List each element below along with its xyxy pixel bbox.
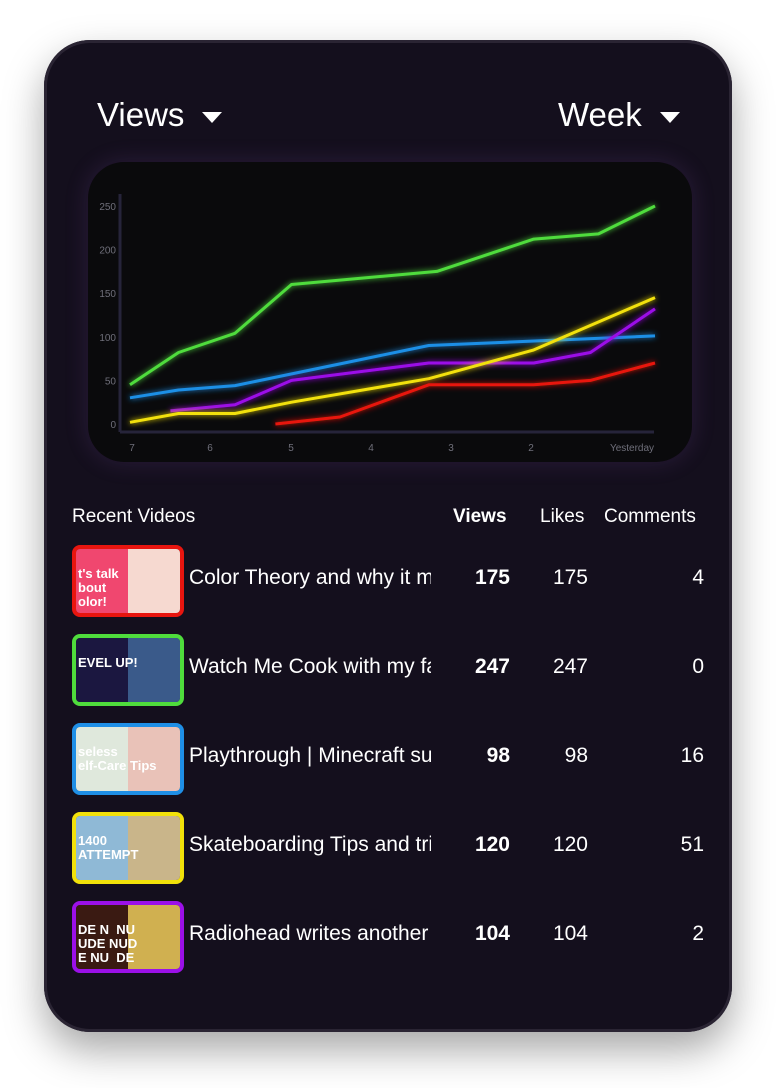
x-tick-label: 5 — [288, 443, 294, 454]
video-views: 175 — [474, 566, 510, 589]
video-title[interactable]: Radiohead writes another song — [189, 922, 431, 945]
y-tick-label: 200 — [99, 246, 116, 257]
series-line — [170, 307, 656, 413]
thumbnail-image — [76, 727, 128, 791]
video-row[interactable]: t's talk bout olor! Color Theory and why … — [72, 545, 712, 617]
video-title[interactable]: Skateboarding Tips and tricks — [189, 833, 431, 856]
video-likes: 247 — [552, 655, 588, 678]
x-tick-label: 3 — [448, 443, 454, 454]
x-tick-label: 4 — [368, 443, 374, 454]
thumbnail-text: 1400 ATTEMPT — [78, 834, 139, 862]
video-views: 247 — [474, 655, 510, 678]
thumbnail-image — [128, 638, 180, 702]
video-views: 104 — [474, 922, 510, 945]
video-row[interactable]: EVEL UP! Watch Me Cook with my family 247 2… — [72, 634, 712, 706]
x-tick-label: 6 — [207, 443, 213, 454]
video-likes: 104 — [552, 922, 588, 945]
likes-column-header[interactable]: Likes — [540, 506, 585, 527]
thumbnail-image — [76, 816, 128, 880]
thumbnail-image — [76, 549, 128, 613]
thumbnail-text: DE N NU UDE NUD E NU DE — [78, 923, 138, 965]
video-comments: 51 — [680, 833, 704, 856]
video-comments: 16 — [680, 744, 704, 767]
x-tick-label: 2 — [528, 443, 534, 454]
video-title[interactable]: Color Theory and why it matters — [189, 566, 431, 589]
thumbnail-image — [76, 638, 128, 702]
y-tick-label: 150 — [99, 289, 116, 300]
video-comments: 0 — [692, 655, 704, 678]
thumbnail-image — [128, 727, 180, 791]
video-thumbnail[interactable]: DE N NU UDE NUD E NU DE — [72, 901, 184, 973]
series-line — [129, 296, 656, 424]
video-views: 98 — [486, 744, 510, 767]
video-title[interactable]: Playthrough | Minecraft survival — [189, 744, 431, 767]
video-row[interactable]: DE N NU UDE NUD E NU DE Radiohead writes … — [72, 901, 712, 973]
thumbnail-image — [128, 816, 180, 880]
video-comments: 4 — [692, 566, 704, 589]
thumbnail-image — [76, 905, 128, 969]
period-dropdown-label: Week — [558, 96, 642, 133]
video-comments: 2 — [692, 922, 704, 945]
y-tick-label: 50 — [105, 376, 117, 387]
video-thumbnail[interactable]: t's talk bout olor! — [72, 545, 184, 617]
caret-down-icon — [659, 111, 680, 123]
caret-down-icon — [202, 111, 223, 123]
thumbnail-image — [128, 549, 180, 613]
thumbnail-text: t's talk bout olor! — [78, 567, 119, 609]
video-row[interactable]: seless elf-Care Tips Playthrough | Minecr… — [72, 723, 712, 795]
x-tick-label: Yesterday — [610, 443, 654, 454]
video-likes: 98 — [564, 744, 588, 767]
thumbnail-text: seless elf-Care Tips — [78, 745, 157, 773]
recent-videos-header: Recent Videos — [72, 506, 196, 527]
series-line — [129, 334, 656, 400]
video-title[interactable]: Watch Me Cook with my family — [189, 655, 431, 678]
thumbnail-text: EVEL UP! — [78, 656, 138, 670]
comments-column-header[interactable]: Comments — [604, 506, 696, 527]
y-tick-label: 0 — [110, 420, 116, 431]
metric-dropdown[interactable]: Views — [97, 96, 223, 134]
y-tick-label: 250 — [99, 202, 116, 213]
series-line — [129, 204, 656, 387]
y-tick-label: 100 — [99, 333, 116, 344]
video-views: 120 — [474, 833, 510, 856]
series-line — [275, 361, 656, 426]
video-row[interactable]: 1400 ATTEMPT Skateboarding Tips and trick… — [72, 812, 712, 884]
metric-dropdown-label: Views — [97, 96, 185, 133]
video-thumbnail[interactable]: seless elf-Care Tips — [72, 723, 184, 795]
video-likes: 120 — [552, 833, 588, 856]
thumbnail-image — [128, 905, 180, 969]
video-thumbnail[interactable]: 1400 ATTEMPT — [72, 812, 184, 884]
views-line-chart: 0 50 100 150 200 250 7 6 5 4 3 2 Yesterday — [99, 194, 656, 454]
video-likes: 175 — [552, 566, 588, 589]
video-thumbnail[interactable]: EVEL UP! — [72, 634, 184, 706]
x-tick-label: 7 — [129, 443, 135, 454]
views-chart: 0 50 100 150 200 250 7 6 5 4 3 2 Yesterday — [88, 162, 692, 462]
period-dropdown[interactable]: Week — [558, 96, 680, 134]
views-column-header[interactable]: Views — [453, 506, 507, 527]
